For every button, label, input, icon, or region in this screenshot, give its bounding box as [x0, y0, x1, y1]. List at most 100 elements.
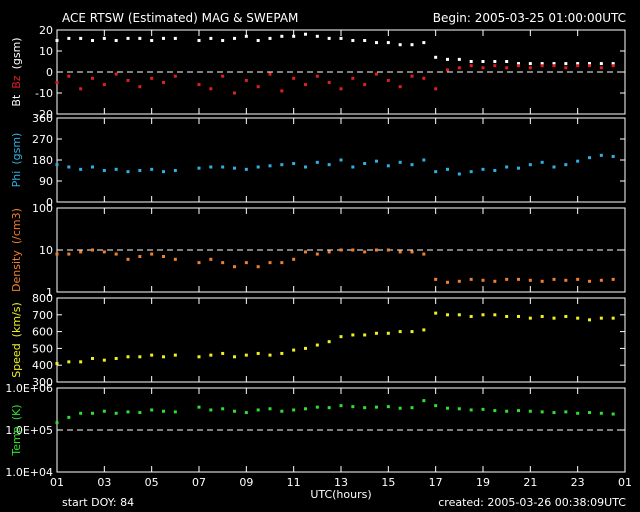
data-point [67, 252, 71, 256]
data-point [114, 167, 118, 171]
data-point [339, 36, 343, 40]
data-point [304, 83, 307, 87]
data-point [256, 165, 260, 169]
data-point [150, 76, 154, 80]
data-point [469, 170, 473, 174]
data-point [576, 277, 580, 281]
data-point [150, 353, 154, 357]
data-point [576, 62, 580, 66]
data-point [280, 89, 284, 93]
x-tick-label: 01 [618, 476, 632, 489]
data-point [221, 351, 225, 355]
data-point [564, 278, 568, 282]
data-point [233, 36, 236, 40]
data-point [599, 153, 603, 157]
data-point [221, 39, 225, 42]
data-point [588, 64, 591, 68]
data-point [457, 407, 461, 411]
data-point [162, 409, 165, 413]
data-point [599, 316, 603, 320]
data-point [386, 78, 390, 82]
y-axis-label: Density (/cm3) [10, 208, 23, 292]
data-point [256, 85, 260, 89]
data-point [493, 64, 497, 68]
data-point [469, 314, 473, 318]
x-tick-label: 13 [334, 476, 348, 489]
data-point [292, 257, 296, 261]
data-point [339, 404, 343, 408]
data-point [386, 41, 390, 45]
data-point [55, 252, 59, 256]
data-point [268, 261, 272, 265]
data-point [114, 356, 118, 360]
data-point [481, 66, 485, 70]
data-point [363, 39, 367, 42]
legend-entry: Density [10, 250, 23, 292]
data-point [588, 279, 591, 283]
y-tick-label: 10 [39, 244, 53, 257]
data-point [138, 255, 142, 259]
data-point [138, 85, 142, 89]
data-point [150, 39, 154, 42]
data-point [197, 39, 201, 42]
data-point [576, 159, 580, 163]
data-point [162, 255, 165, 259]
data-point [280, 409, 284, 413]
data-point [55, 39, 59, 42]
data-point [244, 34, 248, 38]
data-point [55, 163, 59, 167]
data-point [576, 316, 580, 320]
data-point [434, 87, 438, 91]
y-tick-label: 180 [32, 154, 53, 167]
x-tick-label: 11 [287, 476, 301, 489]
data-point [398, 406, 402, 410]
data-point [233, 166, 236, 170]
data-point [611, 316, 615, 320]
data-point [79, 87, 83, 91]
data-point [386, 405, 390, 409]
data-point [446, 280, 449, 284]
data-point [114, 72, 118, 76]
y-axis-unit: (/cm3) [10, 208, 23, 244]
data-point [363, 333, 367, 337]
data-point [564, 163, 568, 167]
data-point [410, 250, 414, 254]
data-point [363, 162, 367, 165]
legend-entry: Speed [10, 343, 23, 377]
data-point [327, 36, 331, 40]
data-point [327, 250, 331, 254]
data-point [91, 411, 94, 415]
data-point [410, 43, 414, 47]
y-axis-label: Speed (km/s) [10, 302, 23, 378]
data-point [446, 406, 449, 410]
data-point [505, 409, 509, 413]
data-point [292, 162, 296, 165]
y-axis-unit: (K) [10, 404, 23, 420]
data-point [79, 36, 83, 40]
data-point [197, 261, 201, 265]
data-point [327, 81, 331, 84]
data-point [91, 356, 94, 360]
data-point [162, 36, 165, 40]
data-point [327, 163, 331, 167]
data-point [398, 330, 402, 334]
data-point [375, 72, 378, 76]
data-point [493, 169, 497, 172]
data-point [209, 408, 213, 412]
data-point [233, 91, 236, 95]
x-tick-label: 05 [145, 476, 159, 489]
data-point [55, 421, 59, 425]
data-point [611, 64, 615, 68]
data-point [268, 353, 272, 357]
y-tick-label: 100 [32, 202, 53, 215]
data-point [91, 248, 94, 252]
data-point [114, 39, 118, 42]
legend-entry: Bt [10, 94, 23, 107]
data-point [304, 250, 307, 254]
x-tick-label: 07 [192, 476, 206, 489]
y-tick-label: 1 [46, 286, 53, 299]
data-point [256, 265, 260, 269]
data-point [552, 62, 556, 66]
data-point [540, 279, 544, 283]
data-point [67, 36, 71, 40]
